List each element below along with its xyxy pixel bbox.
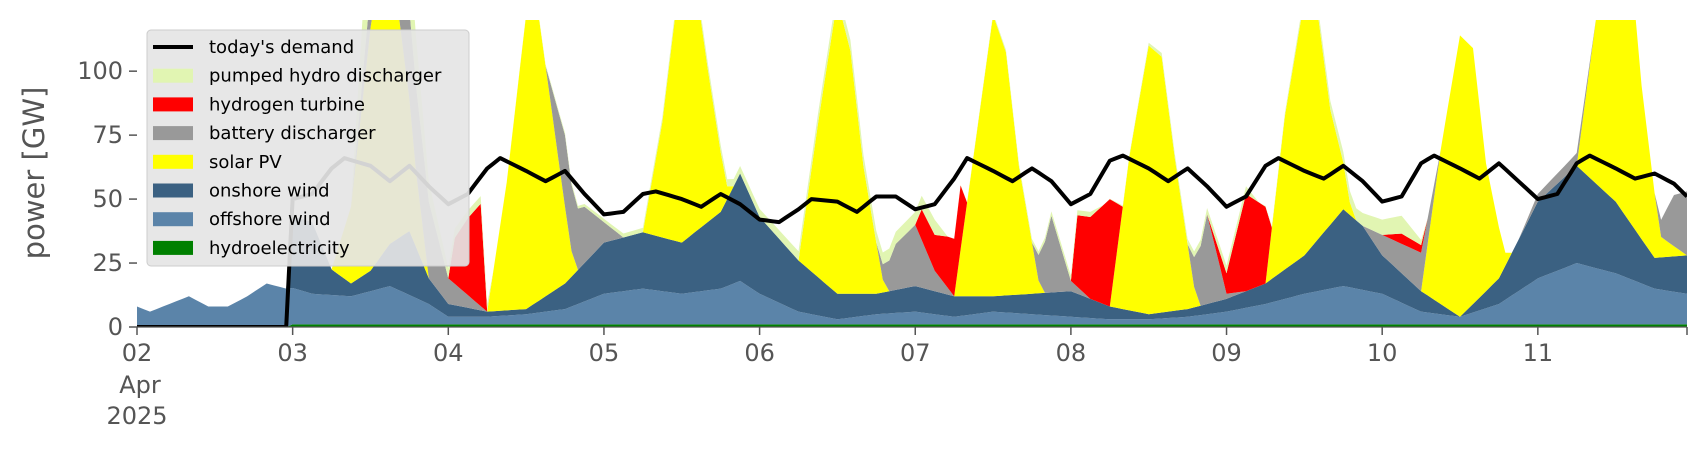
y-tick-label: 0 xyxy=(108,313,123,341)
area-solar-pv xyxy=(137,20,1687,317)
legend-label-offshore-wind: offshore wind xyxy=(209,209,331,230)
legend-label-hydrogen-turbine: hydrogen turbine xyxy=(209,94,365,115)
x-tick-label: 04 xyxy=(433,339,464,367)
area-battery-discharger xyxy=(137,20,1687,312)
x-tick-label: 10 xyxy=(1367,339,1398,367)
legend-label-battery-discharger: battery discharger xyxy=(209,123,376,144)
area-hydroelectricity xyxy=(137,324,1687,327)
y-tick-label: 50 xyxy=(92,185,123,213)
legend-swatch-onshore-wind xyxy=(153,183,193,198)
legend-swatch-hydrogen-turbine xyxy=(153,97,193,112)
legend-box xyxy=(146,29,470,267)
x-tick-label: 11 xyxy=(1523,339,1554,367)
x-tick-sublabel-month: Apr xyxy=(119,371,161,399)
legend-swatch-battery-discharger xyxy=(153,126,193,141)
x-tick-label: 07 xyxy=(900,339,931,367)
x-tick-label: 09 xyxy=(1211,339,1242,367)
x-tick-label: 06 xyxy=(744,339,775,367)
x-tick-label: 05 xyxy=(589,339,620,367)
y-tick-label: 25 xyxy=(92,249,123,277)
x-tick-sublabel-year: 2025 xyxy=(106,402,167,430)
legend-label-pumped-hydro-discharger: pumped hydro discharger xyxy=(209,66,442,87)
legend-swatch-offshore-wind xyxy=(153,212,193,227)
legend-label-hydroelectricity: hydroelectricity xyxy=(209,238,350,259)
legend-label-onshore-wind: onshore wind xyxy=(209,181,330,202)
y-tick-label: 100 xyxy=(77,57,123,85)
legend: today's demand pumped hydro discharger hyd… xyxy=(146,29,470,267)
x-tick-label: 02 xyxy=(122,339,153,367)
y-tick-label: 75 xyxy=(92,121,123,149)
area-onshore-wind xyxy=(137,165,1687,320)
x-tick-label: 03 xyxy=(277,339,308,367)
legend-swatch-hydroelectricity xyxy=(153,240,193,255)
stacked-areas xyxy=(137,20,1687,327)
legend-swatch-pumped-hydro-discharger xyxy=(153,68,193,83)
legend-label-solar-pv: solar PV xyxy=(209,152,282,173)
legend-swatch-solar-pv xyxy=(153,154,193,169)
x-tick-label: 08 xyxy=(1056,339,1087,367)
axes: 0 25 50 75 100 02 Apr 2025 03 04 05 06 07 08 09 10 11 xyxy=(77,57,1688,430)
y-axis-label: power [GW] xyxy=(17,87,51,260)
legend-label-today-s-demand: today's demand xyxy=(209,37,354,58)
area-offshore-wind xyxy=(137,263,1687,327)
